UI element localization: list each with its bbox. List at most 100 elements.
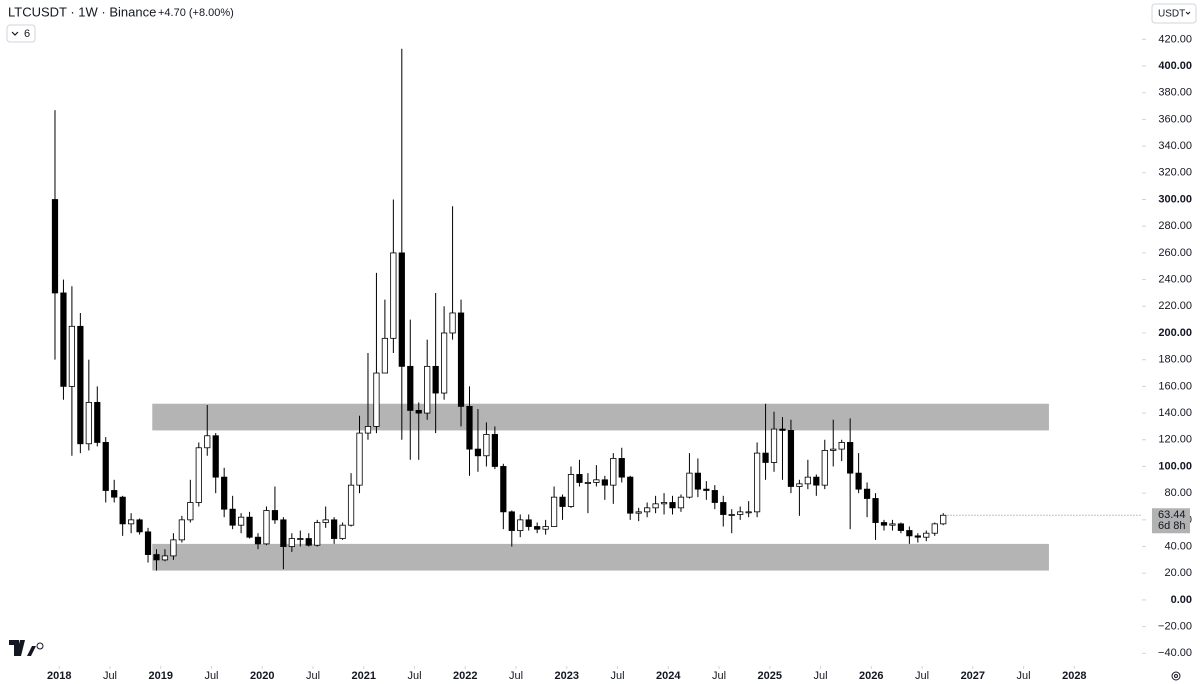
y-tick-label: −40.00 xyxy=(1158,647,1192,659)
indicator-count[interactable]: 6 xyxy=(24,28,30,40)
candle-body xyxy=(221,476,228,510)
settings-icon[interactable] xyxy=(1171,671,1181,681)
candle-body xyxy=(627,476,634,514)
y-tick-label: 380.00 xyxy=(1158,87,1192,99)
candle-body xyxy=(660,502,668,505)
candle-body xyxy=(897,523,905,531)
candle-body xyxy=(102,442,109,491)
candle-body xyxy=(381,337,389,374)
candle-body xyxy=(500,466,507,513)
candle-body xyxy=(770,428,778,463)
candle-body xyxy=(863,488,871,499)
indicator-toggle-box[interactable] xyxy=(6,24,36,43)
candle-body xyxy=(77,325,84,445)
candle-body xyxy=(601,479,608,486)
candle-body xyxy=(753,452,761,513)
candle-body xyxy=(339,524,346,539)
candle-body xyxy=(686,472,693,498)
candle-body xyxy=(542,526,549,530)
candle-body xyxy=(68,325,76,387)
candle-body xyxy=(923,532,930,538)
x-tick-label: 2026 xyxy=(859,670,883,682)
x-tick-label: Jul xyxy=(204,670,218,682)
x-tick-label: Jul xyxy=(814,670,828,682)
candle-body xyxy=(889,523,896,526)
y-tick-label: 340.00 xyxy=(1158,140,1192,152)
plot-area: 420.00 400.00 380.00 360.00 340.00 320.00 300.… xyxy=(47,33,1192,682)
indicator-toggle[interactable]: 6 xyxy=(6,24,36,43)
candle-body xyxy=(314,522,321,546)
candle-body xyxy=(466,405,473,450)
candle-body xyxy=(584,482,592,484)
candle-body xyxy=(787,430,795,487)
candle-body xyxy=(728,514,735,516)
price-change: +4.70 (+8.00%) xyxy=(158,7,234,19)
candle-body xyxy=(610,458,617,486)
candle-body xyxy=(94,401,101,443)
last-price-box xyxy=(1152,508,1190,534)
candle-body xyxy=(830,448,837,451)
x-tick-label: 2022 xyxy=(453,670,477,682)
candle-body xyxy=(838,442,845,450)
candle-body xyxy=(263,510,270,545)
candle-body xyxy=(457,312,465,407)
y-tick-label: −20.00 xyxy=(1158,621,1192,633)
candle-body xyxy=(212,435,219,478)
x-tick-label: 2027 xyxy=(961,670,985,682)
candle-body xyxy=(128,519,135,525)
currency[interactable]: USDT xyxy=(1158,9,1185,20)
candle-body xyxy=(525,519,532,527)
currency-select[interactable]: USDT xyxy=(1151,3,1197,24)
candle-body xyxy=(483,434,490,457)
x-tick-label: Jul xyxy=(915,670,929,682)
x-tick-label: 2020 xyxy=(250,670,274,682)
y-tick-label: 0.00 xyxy=(1171,594,1192,606)
candle-body xyxy=(119,496,126,525)
candle-body xyxy=(254,536,262,545)
y-tick-label: 320.00 xyxy=(1158,167,1192,179)
candle-body xyxy=(762,452,769,463)
last-price-label: 63.44 xyxy=(1158,509,1186,521)
candle-body xyxy=(373,372,380,427)
y-tick-label: 220.00 xyxy=(1158,300,1192,312)
candle-body xyxy=(195,447,202,503)
candle-body xyxy=(550,496,558,527)
x-tick-label: 2021 xyxy=(352,670,376,682)
candle-body xyxy=(356,432,363,486)
y-tick-label: 420.00 xyxy=(1158,33,1192,45)
y-tick-label: 360.00 xyxy=(1158,113,1192,125)
candle-body xyxy=(669,502,676,509)
y-tick-label: 160.00 xyxy=(1158,380,1192,392)
candle-body xyxy=(322,519,329,523)
x-tick-label: Jul xyxy=(712,670,726,682)
gear[interactable] xyxy=(1171,671,1181,681)
candle-body xyxy=(407,365,414,411)
candle-body xyxy=(694,472,701,490)
y-tick-label: 20.00 xyxy=(1164,567,1192,579)
y-tick-label: 100.00 xyxy=(1158,460,1192,472)
candle-body xyxy=(652,503,659,509)
gear-center xyxy=(1174,674,1178,678)
candle-body xyxy=(855,472,862,490)
candle-body xyxy=(940,514,947,525)
candle-body xyxy=(331,519,338,539)
candle-body xyxy=(720,502,727,515)
candle-body xyxy=(635,511,642,514)
candle-body xyxy=(906,530,913,537)
currency-box[interactable] xyxy=(1151,3,1197,24)
y-tick-label: 240.00 xyxy=(1158,274,1192,286)
candle-body xyxy=(914,535,921,538)
candle-body xyxy=(153,554,160,561)
candle-body xyxy=(534,526,541,530)
logo-mark xyxy=(9,640,36,656)
candle-body xyxy=(60,292,67,387)
candle-body xyxy=(415,410,422,414)
y-tick-label: 300.00 xyxy=(1158,193,1192,205)
candle-body xyxy=(187,502,194,521)
x-tick-label: Jul xyxy=(610,670,624,682)
x-tick-label: 2025 xyxy=(758,670,782,682)
candle-body xyxy=(644,507,651,513)
y-tick-label: 120.00 xyxy=(1158,434,1192,446)
